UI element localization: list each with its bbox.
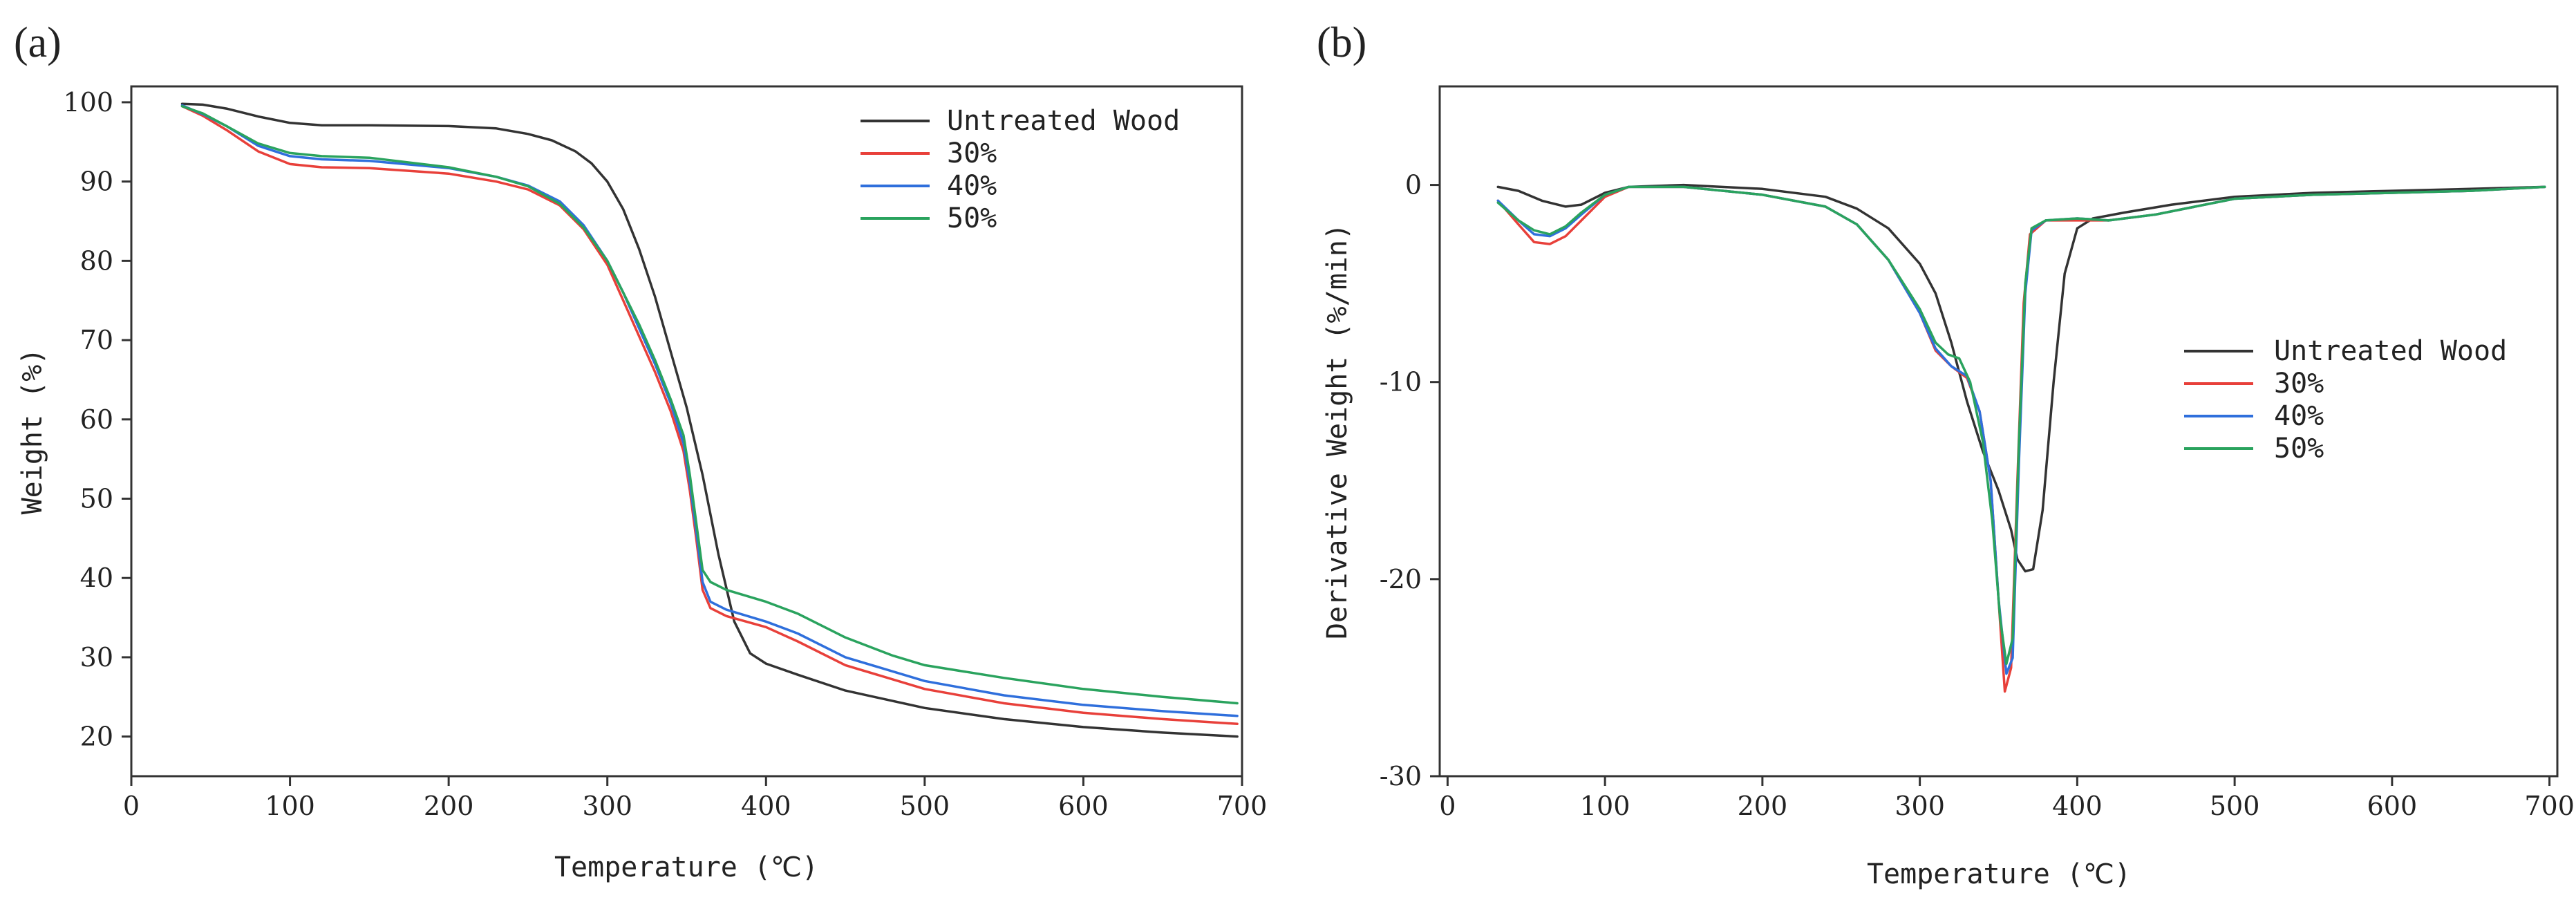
panel-b-series-group (1496, 183, 2546, 693)
panel-a-label: (a) (14, 19, 62, 66)
x-tick-label: 300 (582, 791, 632, 821)
x-tick-label: 700 (2524, 791, 2575, 821)
legend-label: 50% (2274, 433, 2324, 464)
panel-a-x-axis-title: Temperature (℃) (554, 852, 818, 883)
x-tick-label: 300 (1895, 791, 1945, 821)
x-tick-label: 200 (424, 791, 474, 821)
panel-a-y-axis-title: Weight (%) (17, 348, 48, 515)
y-tick-label: 40 (80, 563, 113, 593)
legend-label: Untreated Wood (947, 105, 1180, 137)
y-tick-label: 90 (80, 167, 113, 197)
x-tick-label: 400 (741, 791, 791, 821)
x-tick-label: 600 (1058, 791, 1109, 821)
series-line-50 (180, 104, 1239, 705)
panel-a-x-axis: 0 100 200 300 400 500 600 700 (123, 776, 1267, 821)
y-tick-label: 50 (80, 484, 113, 514)
legend-label: Untreated Wood (2274, 335, 2507, 367)
y-tick-label: -10 (1380, 367, 1422, 397)
series-line-40 (180, 104, 1239, 717)
panel-a-series-group (180, 102, 1239, 738)
legend-label: 30% (2274, 368, 2324, 400)
panel-b-plot-frame (1438, 85, 2559, 778)
panel-a-plot-frame (130, 85, 1243, 778)
legend-label: 30% (947, 138, 997, 169)
y-tick-label: 100 (63, 87, 113, 118)
series-line-untreated-wood (180, 102, 1239, 738)
y-tick-label: 30 (80, 642, 113, 673)
series-line-50 (1496, 185, 2546, 666)
legend-label: 40% (2274, 400, 2324, 432)
x-tick-label: 100 (1580, 791, 1630, 821)
panel-b-y-axis-title: Derivative Weight (%/min) (1322, 223, 1353, 639)
x-tick-label: 0 (1439, 791, 1456, 821)
legend-label: 40% (947, 170, 997, 202)
x-tick-label: 200 (1738, 791, 1788, 821)
x-tick-label: 600 (2367, 791, 2418, 821)
y-tick-label: 0 (1405, 170, 1422, 200)
x-tick-label: 500 (900, 791, 950, 821)
y-tick-label: 60 (80, 404, 113, 435)
x-tick-label: 500 (2210, 791, 2260, 821)
y-tick-label: -20 (1380, 564, 1422, 594)
y-tick-label: 70 (80, 325, 113, 355)
y-tick-label: 20 (80, 722, 113, 752)
panel-a-weight-chart: (a) 0 100 200 300 400 500 600 700 20 30 40 50 60 70 8… (14, 19, 1267, 883)
panel-b-x-axis: 0 100 200 300 400 500 600 700 (1439, 776, 2575, 821)
x-tick-label: 400 (2052, 791, 2103, 821)
x-tick-label: 700 (1217, 791, 1268, 821)
panel-b-y-axis: 0 -10 -20 -30 (1380, 170, 1440, 791)
x-tick-label: 100 (265, 791, 315, 821)
series-line-30 (180, 104, 1239, 726)
panel-a-y-axis: 20 30 40 50 60 70 80 90 100 (63, 87, 131, 752)
panel-b-label: (b) (1317, 19, 1366, 66)
legend-label: 50% (947, 203, 997, 234)
x-tick-label: 0 (123, 791, 140, 821)
y-tick-label: -30 (1380, 761, 1422, 791)
panel-b-derivative-chart: (b) 0 100 200 300 400 500 600 700 0 -10 -20 -30 Te… (1317, 19, 2575, 890)
panel-b-x-axis-title: Temperature (℃) (1867, 858, 2131, 890)
y-tick-label: 80 (80, 245, 113, 276)
